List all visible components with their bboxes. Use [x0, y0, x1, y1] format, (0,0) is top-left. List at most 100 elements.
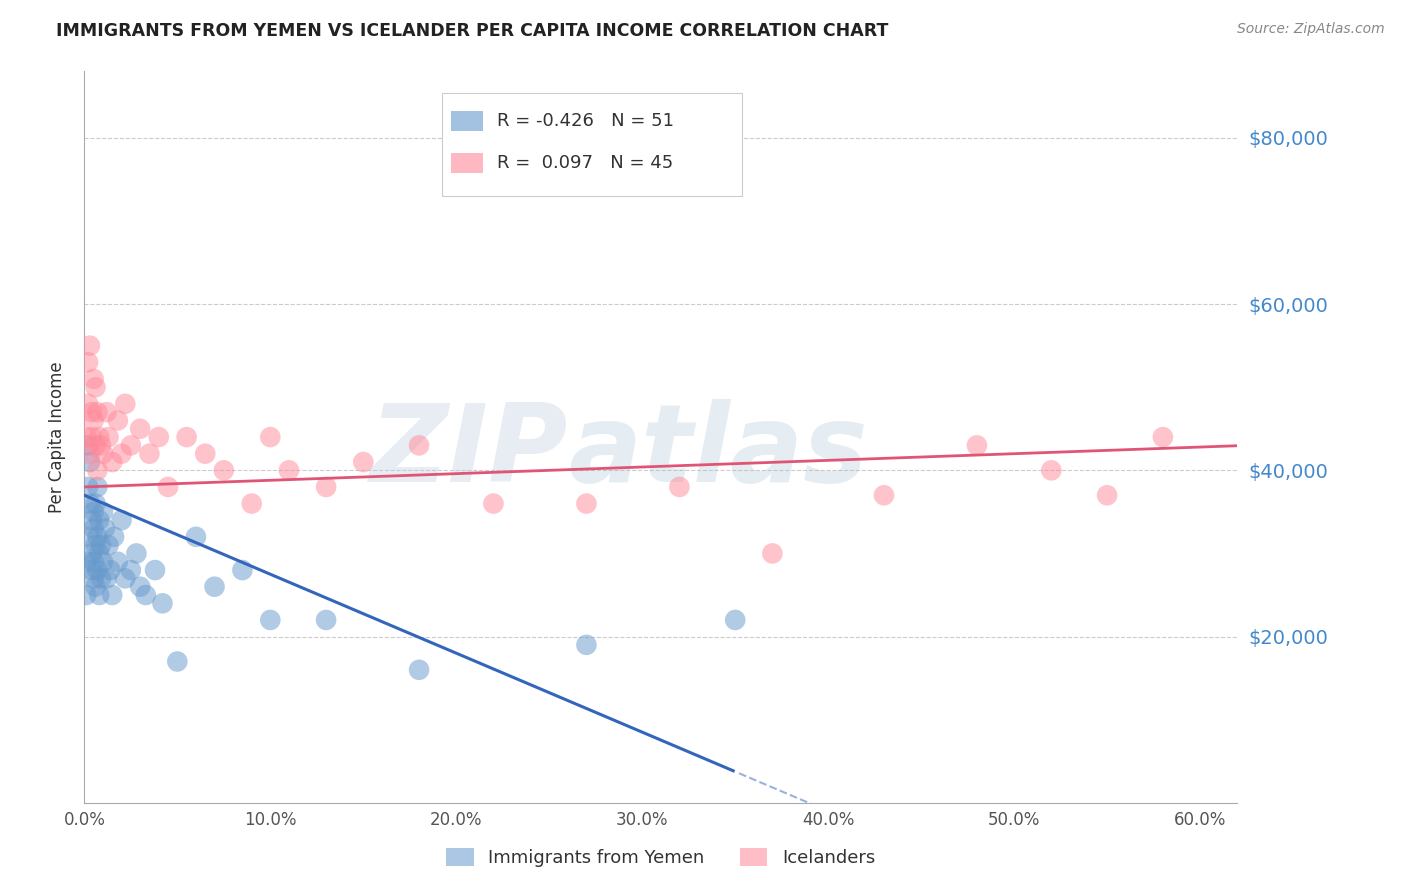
Point: [86, 480, 108, 494]
Point: [231, 563, 253, 577]
Point: [94, 521, 117, 535]
Point: [79, 455, 101, 469]
Point: [79, 497, 101, 511]
Point: [125, 546, 148, 560]
Text: ZIP: ZIP: [370, 399, 568, 505]
Point: [97, 538, 120, 552]
Point: [114, 571, 136, 585]
Point: [120, 563, 142, 577]
Point: [89, 546, 111, 560]
Point: [90, 438, 112, 452]
Point: [138, 447, 160, 461]
Point: [91, 555, 114, 569]
Point: [408, 438, 430, 452]
Point: [110, 447, 132, 461]
Text: R = -0.426   N = 51: R = -0.426 N = 51: [498, 112, 673, 130]
Point: [966, 438, 988, 452]
Point: [83, 505, 105, 519]
Point: [89, 513, 111, 527]
Point: [86, 463, 108, 477]
Point: [352, 455, 374, 469]
Point: [176, 430, 198, 444]
Point: [152, 596, 174, 610]
Point: [77, 438, 100, 452]
Point: [80, 563, 103, 577]
Point: [100, 563, 122, 577]
Point: [83, 571, 105, 585]
Point: [315, 480, 337, 494]
Point: [212, 463, 235, 477]
Point: [761, 546, 783, 560]
Point: [86, 563, 108, 577]
Point: [135, 588, 157, 602]
Point: [277, 463, 299, 477]
Point: [89, 430, 111, 444]
Point: [259, 430, 281, 444]
Point: [575, 497, 598, 511]
Point: [90, 538, 112, 552]
Point: [1040, 463, 1063, 477]
Point: [80, 513, 103, 527]
Point: [80, 546, 103, 560]
Point: [129, 580, 152, 594]
Point: [79, 338, 101, 352]
Point: [110, 513, 132, 527]
Point: [129, 422, 152, 436]
Point: [84, 538, 107, 552]
Point: [86, 405, 108, 419]
Point: [75, 555, 97, 569]
Point: [91, 447, 114, 461]
Point: [75, 430, 97, 444]
Point: [120, 438, 142, 452]
Y-axis label: Per Capita Income: Per Capita Income: [48, 361, 66, 513]
Point: [79, 447, 101, 461]
Point: [101, 455, 124, 469]
Point: [1152, 430, 1174, 444]
Point: [75, 588, 97, 602]
FancyBboxPatch shape: [451, 111, 484, 131]
Point: [259, 613, 281, 627]
Point: [166, 655, 188, 669]
Point: [90, 571, 112, 585]
Point: [204, 580, 226, 594]
Point: [77, 480, 100, 494]
FancyBboxPatch shape: [441, 94, 741, 195]
Point: [1095, 488, 1118, 502]
Point: [79, 530, 101, 544]
Point: [83, 555, 105, 569]
Point: [80, 405, 103, 419]
Point: [77, 355, 100, 369]
Point: [101, 588, 124, 602]
Point: [482, 497, 505, 511]
Text: Source: ZipAtlas.com: Source: ZipAtlas.com: [1237, 22, 1385, 37]
Point: [84, 438, 107, 452]
Point: [103, 530, 125, 544]
Text: atlas: atlas: [568, 399, 869, 505]
Point: [97, 430, 120, 444]
Legend: Immigrants from Yemen, Icelanders: Immigrants from Yemen, Icelanders: [439, 841, 883, 874]
Point: [575, 638, 598, 652]
Point: [83, 372, 105, 386]
Point: [84, 580, 107, 594]
Point: [77, 397, 100, 411]
Point: [157, 480, 180, 494]
Point: [873, 488, 896, 502]
Point: [86, 530, 108, 544]
Point: [148, 430, 170, 444]
Point: [194, 447, 217, 461]
Point: [96, 405, 118, 419]
Text: R =  0.097   N = 45: R = 0.097 N = 45: [498, 153, 673, 172]
Point: [315, 613, 337, 627]
Point: [184, 530, 207, 544]
Point: [80, 430, 103, 444]
Point: [240, 497, 263, 511]
Point: [84, 380, 107, 394]
Point: [668, 480, 690, 494]
Point: [84, 497, 107, 511]
Point: [91, 505, 114, 519]
Point: [143, 563, 166, 577]
Point: [83, 521, 105, 535]
Point: [83, 413, 105, 427]
Point: [114, 397, 136, 411]
Point: [89, 588, 111, 602]
